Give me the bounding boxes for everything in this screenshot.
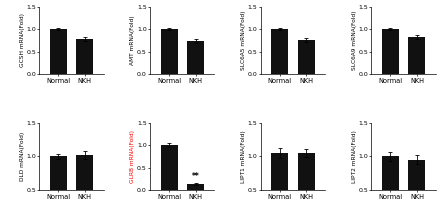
Bar — [50, 156, 67, 221]
Y-axis label: AMT mRNA(Fold): AMT mRNA(Fold) — [131, 15, 135, 65]
Y-axis label: LIPT1 mRNA(Fold): LIPT1 mRNA(Fold) — [241, 130, 246, 183]
Bar — [50, 29, 67, 74]
Bar — [187, 41, 204, 74]
Bar — [76, 155, 93, 221]
Bar — [160, 29, 177, 74]
Bar — [298, 153, 315, 221]
Bar — [76, 39, 93, 74]
Bar — [298, 40, 315, 74]
Bar — [271, 153, 288, 221]
Y-axis label: LIPT2 mRNA(Fold): LIPT2 mRNA(Fold) — [352, 130, 357, 183]
Bar — [382, 156, 399, 221]
Y-axis label: DLD mRNA(Fold): DLD mRNA(Fold) — [20, 132, 25, 181]
Y-axis label: SLC6A5 mRNA(Fold): SLC6A5 mRNA(Fold) — [241, 11, 246, 70]
Y-axis label: GCSH mRNA(Fold): GCSH mRNA(Fold) — [20, 13, 25, 67]
Bar — [382, 29, 399, 74]
Bar — [187, 184, 204, 190]
Bar — [271, 29, 288, 74]
Text: **: ** — [192, 172, 199, 181]
Y-axis label: SLC6A9 mRNA(Fold): SLC6A9 mRNA(Fold) — [352, 11, 357, 70]
Bar — [408, 160, 425, 221]
Bar — [160, 145, 177, 190]
Y-axis label: GLRB mRNA(Fold): GLRB mRNA(Fold) — [131, 130, 135, 183]
Bar — [408, 37, 425, 74]
